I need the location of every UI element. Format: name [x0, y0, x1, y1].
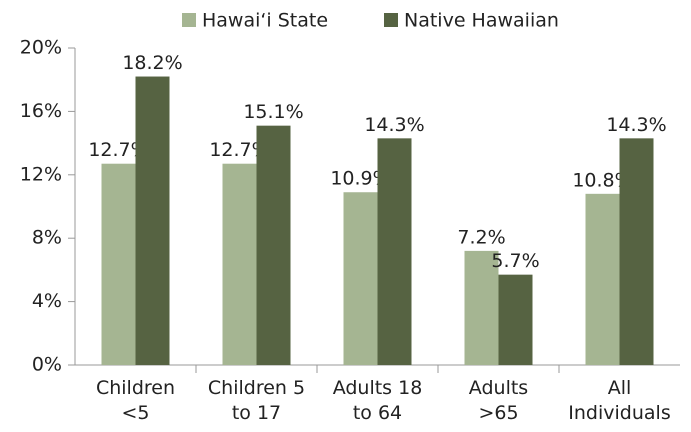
bar	[135, 76, 170, 365]
legend-label: Native Hawaiian	[404, 10, 559, 32]
bar	[101, 163, 136, 365]
value-label: 12.7%	[88, 139, 148, 161]
x-tick-label: All Individuals	[568, 377, 671, 424]
value-label: 18.2%	[122, 52, 182, 74]
value-label: 10.8%	[572, 169, 632, 191]
bar	[464, 250, 499, 365]
bar	[377, 138, 412, 365]
value-label: 15.1%	[243, 101, 303, 123]
value-label: 10.9%	[330, 168, 390, 190]
bar	[343, 192, 378, 365]
y-tick-label: 0%	[32, 354, 62, 376]
legend-swatch	[182, 13, 196, 27]
y-tick-label: 8%	[32, 227, 62, 249]
value-label: 14.3%	[364, 114, 424, 136]
y-tick-label: 16%	[20, 100, 62, 122]
value-label: 5.7%	[491, 250, 539, 272]
x-tick-label: Adults >65	[468, 377, 529, 424]
y-tick-label: 12%	[20, 163, 62, 185]
legend-swatch	[384, 13, 398, 27]
x-tick-label: Adults 18 to 64	[332, 377, 423, 424]
bar	[498, 274, 533, 365]
legend-label: Hawai‘i State	[202, 10, 328, 32]
y-tick-label: 4%	[32, 290, 62, 312]
x-tick-label: Children <5	[95, 377, 176, 424]
bar	[619, 138, 654, 365]
value-label: 14.3%	[606, 114, 666, 136]
value-label: 7.2%	[457, 226, 505, 248]
x-tick-label: Children 5 to 17	[207, 377, 306, 424]
value-label: 12.7%	[209, 139, 269, 161]
bar	[256, 125, 291, 365]
bar	[585, 193, 620, 365]
bar	[222, 163, 257, 365]
y-tick-label: 20%	[20, 37, 62, 59]
